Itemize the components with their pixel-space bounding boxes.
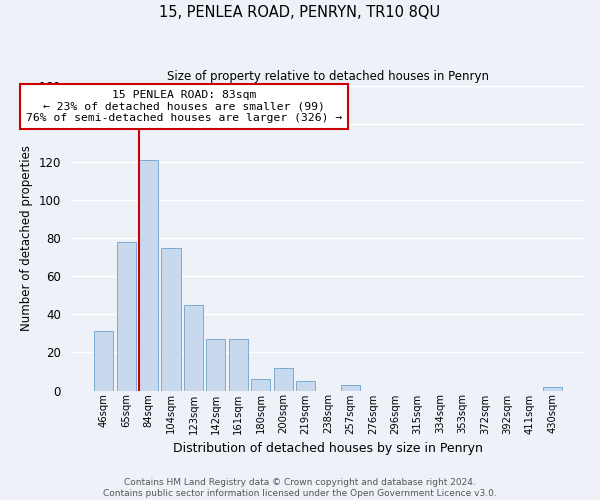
- Bar: [206, 339, 226, 390]
- Bar: [296, 381, 315, 390]
- Bar: [274, 368, 293, 390]
- X-axis label: Distribution of detached houses by size in Penryn: Distribution of detached houses by size …: [173, 442, 483, 455]
- Bar: [229, 339, 248, 390]
- Bar: [139, 160, 158, 390]
- Bar: [161, 248, 181, 390]
- Text: 15, PENLEA ROAD, PENRYN, TR10 8QU: 15, PENLEA ROAD, PENRYN, TR10 8QU: [160, 5, 440, 20]
- Title: Size of property relative to detached houses in Penryn: Size of property relative to detached ho…: [167, 70, 489, 83]
- Bar: [94, 332, 113, 390]
- Bar: [184, 304, 203, 390]
- Bar: [116, 242, 136, 390]
- Bar: [542, 386, 562, 390]
- Text: 15 PENLEA ROAD: 83sqm
← 23% of detached houses are smaller (99)
76% of semi-deta: 15 PENLEA ROAD: 83sqm ← 23% of detached …: [26, 90, 342, 124]
- Y-axis label: Number of detached properties: Number of detached properties: [20, 145, 33, 331]
- Bar: [251, 379, 270, 390]
- Bar: [341, 385, 360, 390]
- Text: Contains HM Land Registry data © Crown copyright and database right 2024.
Contai: Contains HM Land Registry data © Crown c…: [103, 478, 497, 498]
